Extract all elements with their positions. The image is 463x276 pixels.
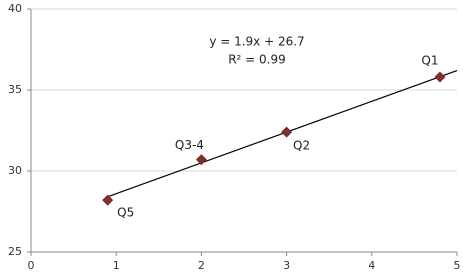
trend-equation: y = 1.9x + 26.7 — [209, 35, 304, 49]
point-label: Q3-4 — [175, 138, 204, 152]
y-tick-label: 30 — [8, 164, 22, 177]
point — [281, 126, 293, 138]
x-tick-label: 1 — [113, 259, 120, 272]
x-tick-label: 3 — [283, 259, 290, 272]
point — [102, 194, 114, 206]
y-tick-label: 25 — [8, 245, 22, 258]
point-label: Q2 — [293, 139, 310, 153]
point-label: Q1 — [421, 54, 438, 68]
point-label: Q5 — [117, 206, 134, 220]
y-tick-label: 40 — [8, 2, 22, 15]
point — [195, 154, 207, 166]
y-tick-label: 35 — [8, 83, 22, 96]
r-squared: R² = 0.99 — [228, 53, 286, 67]
x-tick-label: 0 — [28, 259, 35, 272]
x-tick-label: 2 — [198, 259, 205, 272]
x-tick-label: 5 — [454, 259, 461, 272]
x-tick-label: 4 — [368, 259, 375, 272]
point — [434, 71, 446, 83]
trendline — [107, 69, 458, 198]
